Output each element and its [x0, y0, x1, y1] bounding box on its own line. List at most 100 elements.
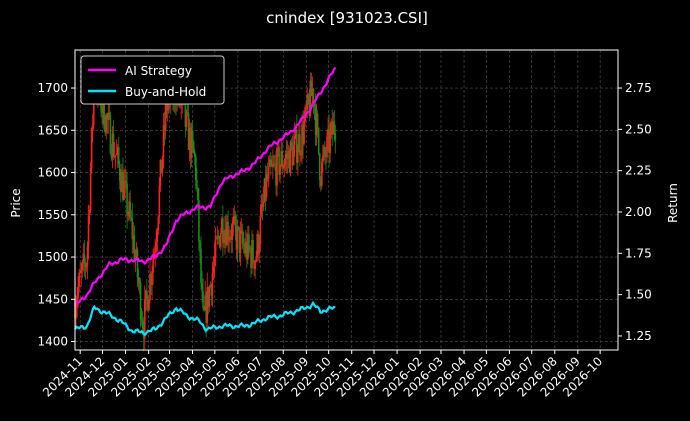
candle-body [123, 183, 125, 200]
candle-body [224, 229, 226, 243]
candle-body [205, 295, 208, 323]
candle-body [121, 171, 123, 192]
candle-body [331, 121, 334, 135]
candle-body [190, 130, 193, 158]
candle-body [211, 273, 214, 296]
candle-body [260, 204, 263, 216]
y2-tick-label: 1.75 [625, 246, 652, 260]
candle-body [148, 300, 150, 311]
candle-body [244, 241, 247, 254]
candle-body [222, 218, 224, 244]
candle-body [105, 115, 108, 133]
candle-body [128, 201, 130, 215]
candle-body [282, 167, 285, 169]
candle-body [284, 158, 287, 165]
candle-body [217, 235, 220, 237]
candle-body [163, 124, 166, 131]
candle-body [111, 133, 114, 158]
candle-body [306, 94, 309, 110]
candle-body [193, 152, 196, 157]
candle-body [288, 151, 291, 173]
candle-body [124, 180, 126, 184]
candle-body [89, 167, 92, 210]
candle-body [155, 242, 158, 252]
candle-body [218, 236, 221, 248]
candle-body [160, 160, 163, 174]
candle-body [329, 131, 331, 154]
candle-body [259, 215, 262, 245]
candle-body [253, 260, 255, 269]
candle-body [86, 245, 89, 266]
candle-body [91, 124, 94, 128]
y-tick-label: 1600 [37, 166, 68, 180]
candle-body [147, 296, 149, 311]
y-tick-label: 1550 [37, 208, 68, 222]
candle-body [125, 180, 127, 184]
y-axis-right: 1.25 1.50 1.75 2.00 2.25 2.50 2.75 [618, 81, 652, 343]
candle-body [162, 124, 165, 157]
candle-body [299, 134, 301, 156]
candle-body [269, 159, 272, 167]
candle-body [322, 156, 324, 163]
candle-body [292, 145, 295, 166]
candle-body [278, 147, 280, 175]
candle-body [296, 129, 298, 163]
candle-body [157, 216, 160, 232]
candle-body [139, 282, 142, 320]
x-axis: 2024-112024-122025-012025-022025-032025-… [40, 350, 605, 400]
candle-body [141, 321, 144, 329]
candle-body [132, 235, 135, 239]
candle-body [227, 221, 229, 241]
candle-body [321, 162, 323, 186]
candle-body [198, 200, 200, 242]
candle-body [319, 179, 322, 186]
candle-body [249, 248, 251, 250]
candle-body [257, 233, 260, 255]
candle-body [209, 284, 212, 288]
plot-frame [74, 49, 619, 351]
candle-body [229, 236, 231, 239]
candle-body [280, 151, 282, 166]
candle-body [262, 201, 265, 207]
y-tick-label: 1450 [37, 292, 68, 306]
candle-body [248, 234, 250, 249]
candle-body [116, 147, 119, 154]
candle-body [180, 103, 183, 106]
candle-body [318, 153, 321, 180]
candle-body [154, 251, 156, 253]
candle-body [287, 151, 290, 159]
candle-body [325, 155, 327, 158]
candle-body [207, 287, 210, 307]
candle-body [166, 103, 169, 111]
candle-body [159, 160, 162, 186]
candle-body [113, 155, 116, 157]
candle-body [138, 282, 141, 284]
candle-body [281, 151, 284, 169]
candle-body [268, 159, 271, 167]
candle-body [225, 229, 227, 246]
candle-body [235, 227, 238, 250]
candle-body [250, 249, 252, 268]
candle-body [242, 243, 245, 246]
candle-body [230, 236, 233, 240]
candle-body [326, 136, 328, 158]
candle-body [279, 165, 281, 175]
candle-body [303, 121, 305, 144]
candle-body [302, 124, 304, 144]
candle-body [202, 291, 204, 309]
candle-body [285, 153, 288, 159]
candle-body [197, 188, 199, 201]
candle-body [226, 221, 228, 246]
candle-body [107, 112, 110, 121]
candle-body [131, 217, 134, 239]
candle-body [104, 129, 106, 133]
y2-tick-label: 2.00 [625, 205, 652, 219]
candle-body [88, 209, 91, 216]
candle-body [275, 163, 277, 186]
candle-body [291, 146, 294, 166]
candle-body [150, 274, 152, 285]
candle-body [164, 104, 167, 131]
candle-body [109, 115, 112, 154]
candle-body [215, 238, 218, 240]
candle-body [122, 171, 124, 200]
